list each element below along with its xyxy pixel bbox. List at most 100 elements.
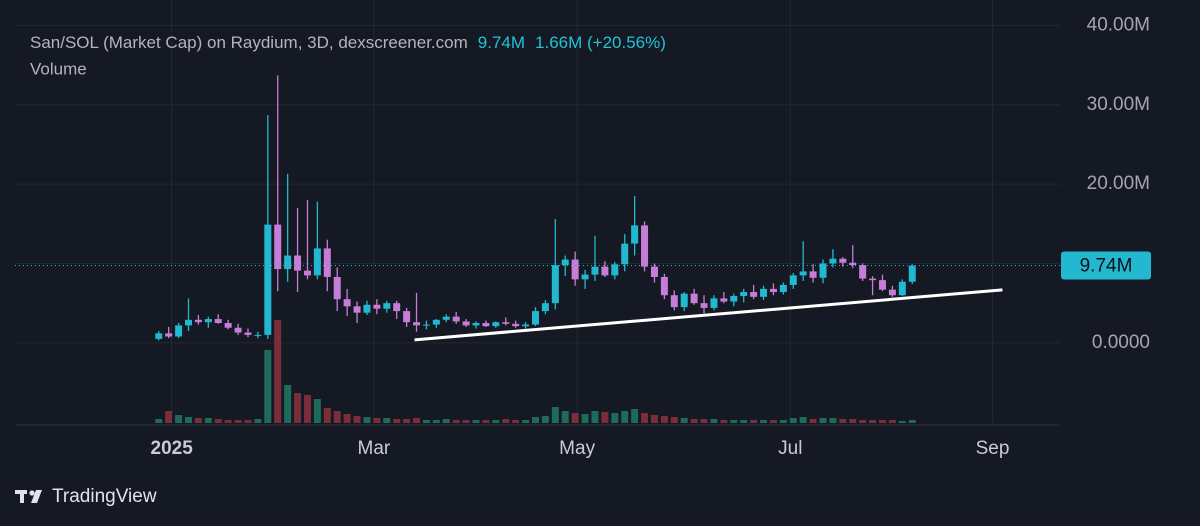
- header-price: 9.74M: [478, 33, 525, 52]
- volume-bar: [878, 420, 886, 423]
- candle-body: [155, 333, 163, 339]
- volume-bar: [383, 418, 391, 423]
- candle-body: [254, 334, 262, 336]
- candle-body: [274, 224, 282, 270]
- volume-bar: [710, 419, 718, 423]
- y-tick-label: 30.00M: [1087, 94, 1150, 115]
- volume-bar: [601, 412, 609, 423]
- candle-body: [710, 298, 718, 308]
- candle-body: [621, 243, 629, 265]
- candle-body: [343, 299, 351, 307]
- volume-bar: [700, 419, 708, 423]
- candle-body: [432, 319, 440, 325]
- x-tick-label: May: [559, 438, 595, 459]
- volume-bar: [888, 420, 896, 423]
- candle-body: [730, 296, 738, 302]
- candle-body: [641, 225, 649, 267]
- volume-bar: [472, 420, 480, 423]
- candle-body: [839, 258, 847, 263]
- candle-body: [492, 322, 500, 327]
- volume-bar: [224, 420, 232, 423]
- candle-body: [224, 323, 232, 328]
- volume-bar: [769, 420, 777, 423]
- candle-body: [502, 322, 510, 324]
- candle-body: [581, 274, 589, 280]
- volume-bar: [184, 417, 192, 423]
- volume-bar: [581, 414, 589, 423]
- candle-body: [244, 332, 252, 335]
- last-price-label: 9.74M: [1080, 256, 1133, 277]
- candle-body: [333, 276, 341, 300]
- volume-bar: [660, 416, 668, 423]
- volume-bar: [898, 421, 906, 423]
- candle-body: [353, 306, 361, 313]
- volume-bar: [779, 420, 787, 423]
- candle-body: [690, 293, 698, 304]
- candle-body: [422, 324, 430, 326]
- volume-bar: [541, 416, 549, 423]
- volume-bar: [452, 420, 460, 423]
- trend-line: [414, 288, 1003, 342]
- header-change: 1.66M (+20.56%): [535, 33, 666, 52]
- candle-body: [373, 304, 381, 309]
- volume-bar: [214, 419, 222, 423]
- volume-bar: [650, 415, 658, 423]
- volume-bar: [849, 419, 857, 423]
- candle-body: [660, 276, 668, 296]
- x-tick-label: Mar: [358, 438, 391, 459]
- candle-body: [819, 263, 827, 278]
- candle-body: [849, 262, 857, 266]
- volume-bar: [908, 420, 916, 423]
- volume-bar: [829, 418, 837, 423]
- candle-body: [680, 293, 688, 308]
- candle-body: [204, 319, 212, 323]
- candle-body: [789, 275, 797, 285]
- volume-bar: [621, 411, 629, 423]
- volume-bar: [750, 420, 758, 423]
- volume-bar: [303, 395, 311, 423]
- volume-bar: [413, 418, 421, 423]
- volume-bar: [393, 419, 401, 423]
- volume-bar: [343, 414, 351, 423]
- candle-body: [611, 264, 619, 276]
- y-tick-label: 20.00M: [1087, 173, 1150, 194]
- volume-bar: [155, 419, 163, 423]
- y-tick-label: 40.00M: [1087, 14, 1150, 35]
- candle-body: [541, 303, 549, 312]
- volume-bar: [809, 419, 817, 423]
- volume-bar: [353, 416, 361, 423]
- volume-bar: [462, 420, 470, 423]
- volume-bar: [740, 420, 748, 423]
- candle-body: [214, 319, 222, 324]
- volume-bar: [333, 411, 341, 423]
- candle-body: [720, 298, 728, 302]
- volume-bar: [760, 420, 768, 423]
- candle-body: [551, 265, 559, 304]
- candle-body: [442, 316, 450, 320]
- plot: [15, 75, 1060, 423]
- volume-bar: [274, 320, 282, 423]
- volume-bar: [512, 420, 520, 423]
- candle-body: [472, 323, 480, 326]
- volume-bar: [204, 418, 212, 423]
- candle-body: [323, 248, 331, 277]
- grid: [15, 0, 1060, 423]
- candle-body: [898, 281, 906, 296]
- volume-bar: [165, 411, 173, 423]
- volume-bar: [680, 418, 688, 423]
- volume-bar: [175, 415, 183, 423]
- volume-bar: [819, 418, 827, 423]
- candle-body: [313, 248, 321, 276]
- volume-bar: [839, 419, 847, 423]
- volume-bar: [720, 420, 728, 423]
- candle-body: [888, 289, 896, 296]
- volume-bar: [531, 417, 539, 423]
- candle-body: [869, 278, 877, 281]
- volume-bar: [730, 420, 738, 423]
- candle-body: [799, 271, 807, 276]
- candle-body: [413, 322, 421, 326]
- candle-body: [650, 266, 658, 277]
- candle-body: [175, 325, 183, 337]
- volume-bar: [502, 419, 510, 423]
